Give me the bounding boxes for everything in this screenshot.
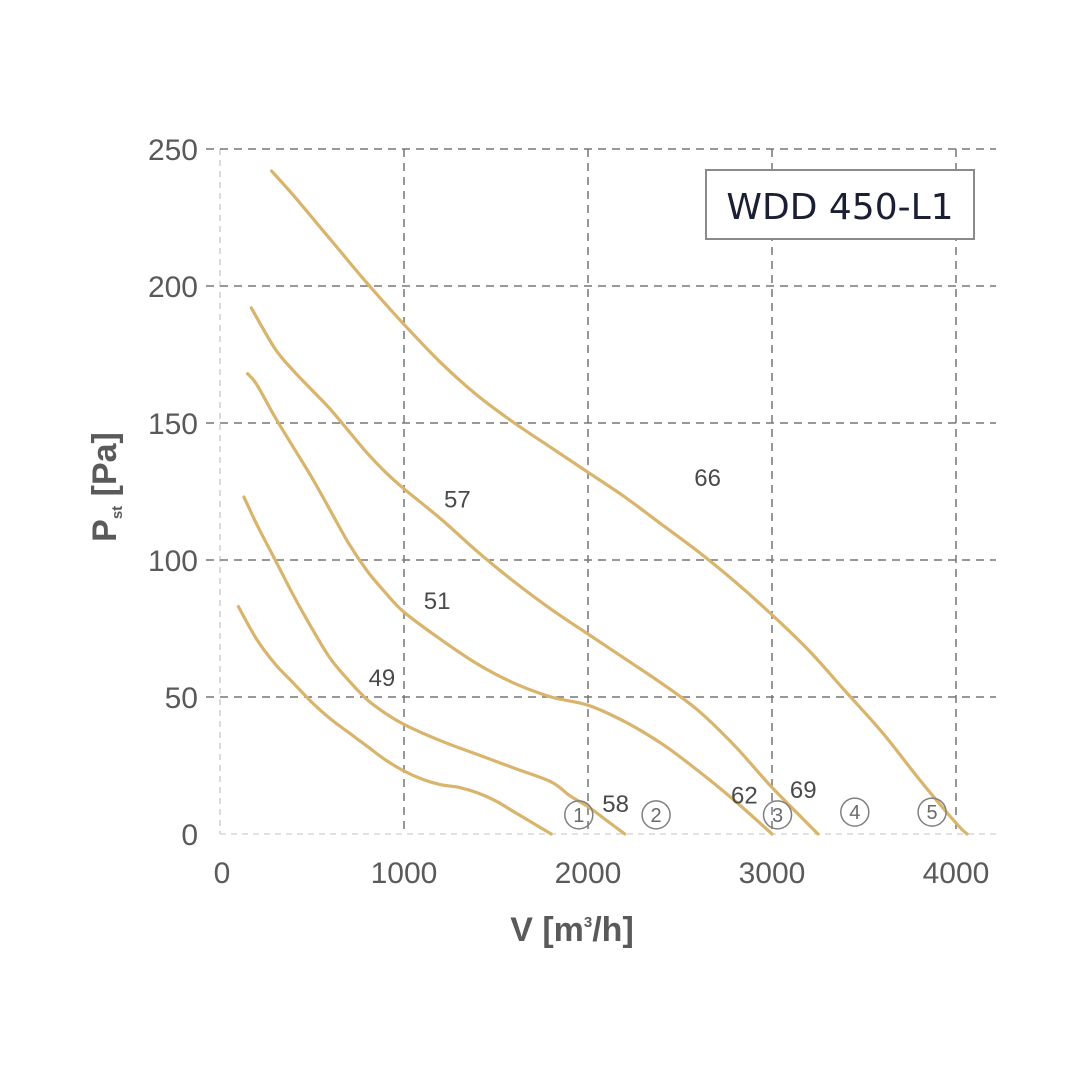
curve-labels: 49 51 57 66 58 62 69 bbox=[369, 465, 817, 818]
y-axis-label: Pst [Pa] bbox=[86, 432, 126, 542]
curve-markers: 1 2 3 4 5 bbox=[564, 797, 947, 830]
curve-2 bbox=[242, 495, 627, 836]
curve-marker-number: 3 bbox=[772, 805, 783, 827]
curve-marker-4: 4 bbox=[840, 797, 870, 827]
curve-label: 51 bbox=[424, 588, 451, 615]
curve-marker-2: 2 bbox=[641, 800, 671, 830]
y-tick-label: 200 bbox=[148, 271, 198, 304]
curve-3 bbox=[246, 372, 774, 836]
curve-5 bbox=[269, 169, 969, 836]
y-axis-label-sub: st bbox=[109, 506, 126, 519]
x-tick-label: 2000 bbox=[555, 857, 622, 890]
title-box: WDD 450-L1 bbox=[705, 169, 975, 240]
curve-label: 66 bbox=[694, 465, 721, 492]
y-tick-label: 50 bbox=[165, 682, 198, 715]
curve-marker-circle bbox=[564, 800, 594, 830]
curve-marker-1: 1 bbox=[564, 800, 594, 830]
curve-marker-5: 5 bbox=[917, 797, 947, 827]
x-axis-label-sup: 3 bbox=[584, 914, 592, 931]
x-axis-label-main: V [m bbox=[510, 911, 584, 949]
x-tick-label: 1000 bbox=[371, 857, 438, 890]
y-tick-label: 0 bbox=[181, 819, 198, 852]
x-axis-label: V [m3/h] bbox=[510, 911, 634, 949]
curves bbox=[236, 169, 969, 836]
curve-marker-number: 5 bbox=[927, 802, 938, 824]
curve-label: 57 bbox=[444, 487, 471, 514]
curve-marker-number: 1 bbox=[573, 805, 584, 827]
x-axis-label-tail: /h] bbox=[592, 911, 634, 949]
curve-marker-circle bbox=[917, 797, 947, 827]
curve-label: 69 bbox=[790, 777, 817, 804]
chart-title: WDD 450-L1 bbox=[726, 187, 953, 228]
y-tick-label: 150 bbox=[148, 408, 198, 441]
x-tick-label: 3000 bbox=[739, 857, 806, 890]
curve-marker-3: 3 bbox=[762, 800, 793, 830]
y-tick-labels: 0 50 100 150 200 250 bbox=[148, 134, 198, 852]
curve-marker-circle bbox=[840, 797, 870, 827]
curve-label: 62 bbox=[731, 783, 758, 810]
x-tick-label: 4000 bbox=[923, 857, 990, 890]
curve-1 bbox=[236, 605, 553, 836]
curve-marker-number: 2 bbox=[651, 805, 662, 827]
y-axis-label-tail: [Pa] bbox=[86, 432, 124, 506]
grid bbox=[206, 148, 996, 835]
curve-4 bbox=[249, 306, 820, 836]
curve-marker-circle bbox=[762, 800, 793, 830]
curve-marker-number: 4 bbox=[849, 802, 860, 824]
y-tick-label: 100 bbox=[148, 545, 198, 578]
x-tick-labels: 0 1000 2000 3000 4000 bbox=[214, 857, 990, 890]
curve-marker-circle bbox=[641, 800, 671, 830]
x-tick-label: 0 bbox=[214, 857, 231, 890]
y-axis-label-main: P bbox=[86, 519, 124, 542]
curve-label: 49 bbox=[369, 665, 396, 692]
title-frame bbox=[705, 169, 975, 240]
curve-label: 58 bbox=[602, 791, 629, 818]
y-tick-label: 250 bbox=[148, 134, 198, 167]
